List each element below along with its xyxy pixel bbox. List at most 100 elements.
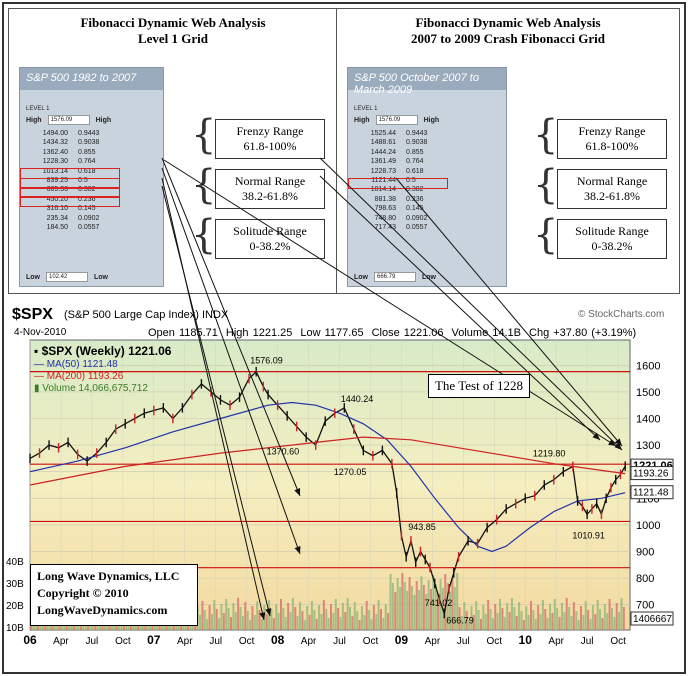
grid-ratio: 0.145	[78, 205, 96, 213]
watermark-line-3: LongWaveDynamics.com	[37, 603, 168, 617]
volume-bar	[360, 606, 363, 630]
volume-bar	[544, 609, 547, 630]
test-label: The Test of 1228	[428, 374, 530, 398]
low-col: Low	[94, 273, 108, 281]
volume-bar	[470, 606, 473, 630]
arrowhead-icon	[259, 612, 266, 620]
volume-bar	[458, 607, 461, 630]
volume-bar	[234, 612, 237, 630]
volume-bar	[384, 604, 387, 630]
grid-price: 1444.24	[370, 148, 396, 156]
volume-bar	[610, 608, 613, 630]
volume-bar	[453, 587, 456, 630]
grid-ratio: 0.9443	[406, 130, 428, 137]
grid-row: 1361.49 0.764	[354, 157, 500, 166]
grid-row: 1228.73 0.618	[354, 167, 500, 176]
volume-bar	[351, 616, 354, 630]
volume-bar	[313, 610, 316, 630]
volume-bar	[289, 612, 292, 630]
grid-price: 881.38	[374, 195, 396, 203]
close-value: Close 1221.06	[371, 327, 444, 339]
grid-ratio: 0.382	[406, 186, 424, 194]
volume-bar	[265, 614, 268, 630]
grid-ratio: 0.145	[406, 205, 424, 213]
panel-title-1: Fibonacci Dynamic Web Analysis	[80, 15, 266, 30]
y-tick-label: 1000	[636, 520, 660, 532]
bracket-icon: {	[191, 212, 217, 258]
volume-bar	[277, 613, 280, 630]
volume-bar	[599, 609, 602, 630]
grid-price: 1361.49	[370, 158, 396, 166]
volume-bar	[487, 600, 490, 630]
grid-price: 748.80	[374, 214, 396, 222]
range-label: Normal Range 38.2-61.8%	[557, 169, 667, 209]
range-label-line: Normal Range	[576, 174, 648, 188]
grid-body: LEVEL 1 High 1576.09 High 1525.44 0.9443 1488.…	[348, 90, 506, 286]
price-annotation: 741.02	[425, 598, 453, 608]
volume-bar	[468, 620, 471, 630]
grid-row: 665.36 0.382	[26, 185, 157, 194]
y-tick-label: 1600	[636, 360, 660, 372]
volume-bar	[484, 614, 487, 630]
low-label: Low	[26, 273, 40, 281]
volume-bar	[291, 598, 294, 630]
range-label-line: 0-38.2%	[591, 239, 633, 253]
chart-name: (S&P 500 Large Cap Index) INDX	[64, 309, 229, 321]
grid-price: 316.10	[46, 205, 68, 213]
price-badge	[630, 611, 674, 626]
low-col: Low	[422, 273, 436, 281]
legend-volume: ▮ Volume 14,066,675,712	[34, 383, 148, 394]
volume-bar	[213, 600, 216, 630]
range-label-line: Normal Range	[234, 174, 306, 188]
grid-row: 1444.24 0.855	[354, 148, 500, 157]
volume-bar	[227, 608, 230, 630]
grid-price: 1488.61	[370, 139, 396, 147]
grid-row: 235.34 0.0902	[26, 214, 157, 223]
grid-price: 1362.40	[42, 148, 68, 156]
volume-bar	[413, 595, 416, 630]
volume-bar	[396, 578, 399, 630]
low-value: 666.79	[374, 272, 416, 282]
grid-ratio: 0.5	[406, 177, 416, 185]
volume-bar	[420, 576, 423, 630]
high-value: 1576.09	[375, 115, 418, 125]
volume-bar	[253, 615, 256, 630]
volume-bar	[377, 600, 380, 630]
volume-bar	[268, 600, 271, 630]
grid-price: 1121.44	[371, 177, 396, 185]
grid-price: 839.25	[46, 177, 68, 185]
range-label-line: 38.2-61.8%	[242, 189, 298, 203]
x-tick-label: 07	[147, 633, 161, 647]
volume-bar	[499, 599, 502, 630]
watermark-box: Long Wave Dynamics, LLC Copyright © 2010…	[30, 564, 198, 626]
connector-arrow	[319, 157, 623, 451]
grid-ratio: 0.9443	[78, 130, 100, 137]
volume-bar	[356, 611, 359, 630]
volume-bar	[620, 598, 623, 630]
highlight-box	[20, 187, 120, 198]
volume-bar	[327, 618, 330, 630]
connector-arrow	[161, 167, 301, 555]
volume-bar	[251, 606, 254, 630]
volume-bar	[310, 601, 313, 630]
volume-bar	[272, 618, 275, 630]
volume-bar	[256, 601, 259, 630]
volume-bar	[344, 612, 347, 630]
y-tick-label: 1500	[636, 387, 660, 399]
volume-bar	[591, 605, 594, 630]
legend-ma50-label: MA(50) 1121.48	[46, 359, 118, 370]
grid-ratio: 0.855	[78, 148, 96, 156]
volume-bar	[527, 615, 530, 630]
price-annotation: 1270.05	[334, 467, 367, 477]
volume-bar	[303, 620, 306, 630]
grid-row: 1362.40 0.855	[26, 148, 157, 157]
series-line	[29, 401, 626, 553]
grid-level: LEVEL 1	[26, 106, 50, 112]
y-tick-label: 800	[636, 573, 654, 585]
volume-bar	[437, 593, 440, 630]
connector-arrow	[161, 157, 301, 497]
price-badge	[630, 466, 674, 481]
volume-bar	[225, 599, 228, 630]
bracket-icon: {	[191, 112, 217, 158]
volume-bar	[244, 602, 247, 630]
